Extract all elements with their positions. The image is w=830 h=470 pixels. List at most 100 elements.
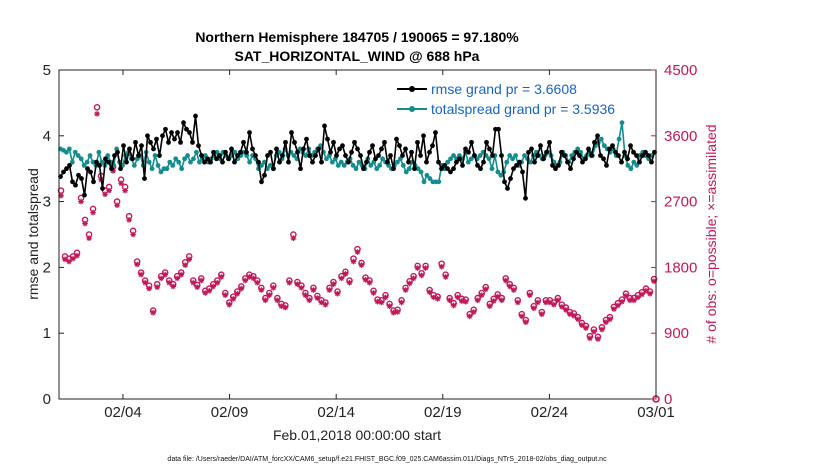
totalspread-point <box>69 159 75 165</box>
rmse-point <box>178 139 183 145</box>
rmse-point <box>568 166 573 172</box>
totalspread-point <box>403 169 409 175</box>
rmse-point <box>157 153 162 158</box>
obs-assimilated-marker <box>382 294 389 301</box>
rmse-point <box>586 146 591 152</box>
totalspread-point <box>182 156 188 162</box>
totalspread-point <box>329 159 335 165</box>
totalspread-point <box>424 172 430 178</box>
totalspread-point <box>619 120 625 126</box>
rmse-point <box>334 153 339 158</box>
legend-marker-rmse <box>409 86 415 92</box>
x-tick-label: 02/19 <box>424 404 462 421</box>
totalspread-point <box>291 153 297 158</box>
rmse-point <box>304 136 309 142</box>
obs-assimilated-marker <box>322 301 329 308</box>
rmse-point <box>316 146 321 152</box>
obs-assimilated-marker <box>190 279 197 286</box>
totalspread-point <box>468 156 474 162</box>
totalspread-point <box>75 153 81 158</box>
totalspread-point <box>185 153 190 158</box>
totalspread-point <box>176 159 182 165</box>
obs-assimilated-marker <box>603 319 609 326</box>
legend-label-rmse: rmse grand pr = 3.6608 <box>431 81 577 97</box>
obs-assimilated-marker <box>114 202 120 209</box>
obs-assimilated-marker <box>282 304 289 311</box>
rmse-point <box>241 139 246 145</box>
obs-assimilated-marker <box>350 258 357 265</box>
totalspread-point <box>527 159 533 165</box>
totalspread-point <box>598 136 604 142</box>
rmse-point <box>244 149 249 155</box>
x-tick-label: 02/14 <box>317 404 355 421</box>
rmse-point <box>184 126 189 132</box>
totalspread-point <box>194 149 199 155</box>
obs-assimilated-marker <box>470 309 477 315</box>
x-tick-label: 02/24 <box>531 404 569 421</box>
obs-assimilated-marker <box>162 271 168 278</box>
obs-assimilated-marker <box>230 296 237 302</box>
rmse-point <box>337 146 342 152</box>
rmse-point <box>433 130 438 135</box>
totalspread-point <box>498 172 504 178</box>
rmse-point <box>280 153 285 158</box>
rmse-point <box>526 149 531 155</box>
totalspread-point <box>513 153 519 158</box>
plot-area <box>59 70 656 399</box>
obs-assimilated-marker <box>414 265 421 271</box>
obs-assimilated-marker <box>506 283 513 290</box>
rmse-point <box>559 149 564 155</box>
rmse-point <box>577 153 582 158</box>
obs-assimilated-marker <box>182 262 189 269</box>
rmse-point <box>478 166 483 172</box>
obs-assimilated-marker <box>246 274 253 280</box>
rmse-point <box>406 159 411 165</box>
totalspread-point <box>353 166 359 172</box>
obs-assimilated-marker <box>330 281 337 288</box>
y-right-tick-label: 2700 <box>664 194 697 211</box>
rmse-point <box>637 159 642 165</box>
chart-title-line1: Northern Hemisphere 184705 / 190065 = 97… <box>195 29 519 45</box>
rmse-point <box>457 156 462 162</box>
rmse-point <box>172 136 177 142</box>
rmse-point <box>574 149 579 155</box>
obs-assimilated-marker <box>394 309 401 315</box>
totalspread-point <box>167 159 173 165</box>
obs-assimilated-marker <box>254 279 261 286</box>
rmse-point <box>181 120 186 126</box>
rmse-point <box>106 159 111 165</box>
rmse-point <box>448 169 453 175</box>
rmse-point <box>76 172 81 178</box>
rmse-point <box>118 166 123 172</box>
totalspread-point <box>616 136 622 142</box>
rmse-point <box>319 159 324 165</box>
obs-assimilated-marker <box>194 284 201 290</box>
y-left-tick-label: 1 <box>43 325 51 342</box>
obs-assimilated-marker <box>178 271 185 278</box>
obs-assimilated-marker <box>166 279 172 286</box>
rmse-point <box>469 139 474 145</box>
y-left-tick-label: 2 <box>43 259 51 276</box>
rmse-point <box>226 156 231 162</box>
rmse-point <box>418 153 423 158</box>
obs-assimilated-marker <box>206 287 213 294</box>
obs-assimilated-marker <box>74 252 80 259</box>
rmse-point <box>265 153 270 158</box>
rmse-point <box>133 139 138 145</box>
obs-assimilated-marker <box>266 292 273 298</box>
rmse-point <box>439 166 444 172</box>
rmse-point <box>277 159 282 165</box>
totalspread-point <box>377 163 383 168</box>
totalspread-point <box>170 163 176 168</box>
rmse-point <box>142 176 147 181</box>
rmse-point <box>619 159 624 165</box>
y-left-tick-label: 0 <box>43 391 51 408</box>
y-right-tick-label: 3600 <box>664 128 697 145</box>
rmse-point <box>532 159 537 165</box>
rmse-point <box>409 149 414 155</box>
totalspread-point <box>158 169 164 175</box>
rmse-point <box>556 163 561 168</box>
totalspread-point <box>448 156 453 162</box>
rmse-point <box>292 139 297 145</box>
obs-assimilated-marker <box>286 279 293 286</box>
